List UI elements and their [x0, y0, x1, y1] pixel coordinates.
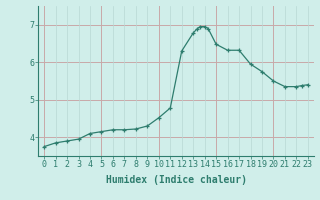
X-axis label: Humidex (Indice chaleur): Humidex (Indice chaleur): [106, 175, 246, 185]
